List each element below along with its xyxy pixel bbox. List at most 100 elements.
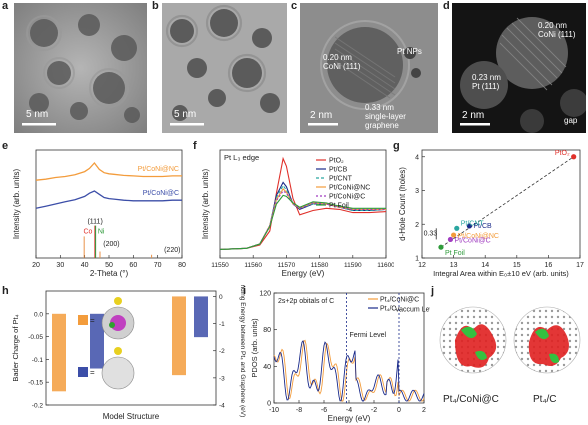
x-tick-label: 20 xyxy=(32,262,40,269)
chart-title: 2s+2p obitals of C xyxy=(278,298,334,305)
series-line xyxy=(219,156,387,250)
y-tick-label: 40 xyxy=(263,364,271,371)
model-pt-cluster-2 xyxy=(114,347,122,355)
series-line xyxy=(219,190,386,250)
y-tick-label: 2 xyxy=(415,222,419,229)
scale-bar-d: 2 nm xyxy=(462,110,485,121)
x-tick-label: 11550 xyxy=(211,262,229,269)
x-tick-label: 30 xyxy=(56,262,64,269)
legend-swatch-orange xyxy=(78,315,88,325)
x-tick-label: -10 xyxy=(269,407,279,414)
legend-equals-1: = xyxy=(90,316,95,325)
y2-tick-label: -2 xyxy=(219,348,225,355)
panel-c-letter: c xyxy=(291,0,298,12)
annotation-d-pt: Pt (111) xyxy=(472,82,500,91)
legend-label: Pt₄/CoNi@C xyxy=(380,297,419,304)
x-tick-label: 17 xyxy=(576,262,584,269)
annotation-c-spacing2: 0.33 nm xyxy=(365,103,394,112)
chart-title: Pt L₃ edge xyxy=(224,153,259,162)
legend-label: Pt/CNT xyxy=(329,176,353,183)
y2-tick-label: 0 xyxy=(219,294,223,301)
binding-bar xyxy=(172,296,186,376)
y-axis-label: d-Hole Count (holes) xyxy=(398,167,407,241)
model-pt-cluster-1 xyxy=(114,297,122,305)
x-tick-label: 50 xyxy=(105,262,113,269)
fit-line xyxy=(440,156,574,248)
scale-bar-b: 5 nm xyxy=(174,109,197,120)
point-label: Pt Foil xyxy=(445,250,465,257)
bader-bar xyxy=(90,313,104,369)
legend-equals-2: = xyxy=(90,368,95,377)
y-axis-label: Intensity (arb. units) xyxy=(201,169,210,240)
annotation-c-coni: CoNi (111) xyxy=(323,62,361,71)
y-axis-label: Intensity (arb. units) xyxy=(12,169,21,240)
y-tick-label: -0.1 xyxy=(32,357,44,364)
x-tick-label: 80 xyxy=(178,262,186,269)
annotation-c-graphene1: single-layer xyxy=(365,112,406,121)
x-tick-label: 15 xyxy=(513,262,521,269)
panel-d-letter: d xyxy=(443,0,450,12)
chart-i: -10 -8 -6 -4 -2 0 204080120Pt₄/CoNi@CPt₄/CFerm… xyxy=(250,291,430,424)
bader-bar xyxy=(52,313,66,392)
chart-f: 11550 11560 11570 11580 11590 11600 PtO₂ Pt/CB P… xyxy=(201,149,394,278)
data-point xyxy=(451,232,457,238)
annotation-d-spacing2: 0.23 nm xyxy=(472,73,501,82)
annotation-c-ptnps: Pt NPs xyxy=(397,47,422,56)
data-point xyxy=(571,154,577,160)
x-tick-label: -8 xyxy=(296,407,302,414)
y2-axis-label: Binding Energy between Pt₄ and Graphene … xyxy=(239,285,246,417)
point-label: Pt/CB xyxy=(473,223,492,230)
model-image-j: Pt₄/CoNi@C Pt₄/C xyxy=(435,290,585,420)
series-line xyxy=(35,161,182,181)
y-axis-label: PDOS (arb. units) xyxy=(250,318,259,378)
series-label: Pt/CoNi@C xyxy=(143,190,179,197)
y-tick-label: 0 xyxy=(267,401,271,408)
model-c-cage xyxy=(101,356,135,390)
panel-f-letter: f xyxy=(193,140,197,152)
legend-label: Pt/CoNi@C xyxy=(329,194,365,201)
y-axis-label: Bader Charge of Pt₄ xyxy=(11,314,20,381)
series-line xyxy=(219,194,386,250)
data-point xyxy=(466,223,472,229)
model-label-left: Pt₄/CoNi@C xyxy=(443,394,499,405)
y-tick-label: 3 xyxy=(415,188,419,195)
x-tick-label: 16 xyxy=(545,262,553,269)
x-tick-label: 12 xyxy=(418,262,426,269)
y-tick-label: 1 xyxy=(415,256,419,263)
y-tick-label: 80 xyxy=(263,327,271,334)
annotation-d-coni: CoNi (111) xyxy=(538,30,576,39)
y-tick-label: 4 xyxy=(415,154,419,161)
y-tick-label: -0.15 xyxy=(28,380,43,387)
legend-label: PtO₂ xyxy=(329,158,344,165)
scale-bar-c: 2 nm xyxy=(310,110,333,121)
legend-label: Pt₄/C xyxy=(380,306,396,313)
data-point xyxy=(447,236,454,243)
annotation-c-spacing1: 0.20 nm xyxy=(323,53,352,62)
panel-a-letter: a xyxy=(2,0,9,12)
point-label: PtO₂ xyxy=(555,150,570,157)
legend-label: Pt/CB xyxy=(329,167,348,174)
y2-tick-label: -4 xyxy=(219,403,225,410)
y-tick-label: -0.05 xyxy=(28,334,43,341)
x-tick-label: 40 xyxy=(81,262,89,269)
legend-swatch-blue xyxy=(78,367,88,377)
axes-frame xyxy=(219,149,387,259)
chart-g: 12 13 14 15 16 171234PtO₂Pt/CBPt/CNTPt/CoNi@N… xyxy=(398,149,584,278)
tem-image-b: 5 nm xyxy=(162,3,287,133)
pdos-line xyxy=(273,340,425,402)
x-tick-label: 11590 xyxy=(344,262,362,269)
x-tick-label: 0 xyxy=(397,407,401,414)
binding-bar xyxy=(194,296,208,338)
panel-i-letter: i xyxy=(243,285,247,297)
ref-label-111: (111) xyxy=(87,219,102,226)
x-axis-label: Integral Area within E₀±10 eV (arb. unit… xyxy=(433,269,569,278)
x-axis-label: Model Structure xyxy=(103,412,160,421)
model-label-right: Pt₄/C xyxy=(533,394,557,405)
ref-label-200: (200) xyxy=(103,241,119,248)
model-right xyxy=(513,306,581,374)
point-label: Pt/CNT xyxy=(461,220,485,227)
legend-label: Pt Foil xyxy=(329,203,349,210)
tem-image-d: 0.20 nm CoNi (111) 0.23 nm Pt (111) gap … xyxy=(452,3,586,133)
annotation-d-spacing1: 0.20 nm xyxy=(538,21,567,30)
x-tick-label: 11580 xyxy=(311,262,329,269)
